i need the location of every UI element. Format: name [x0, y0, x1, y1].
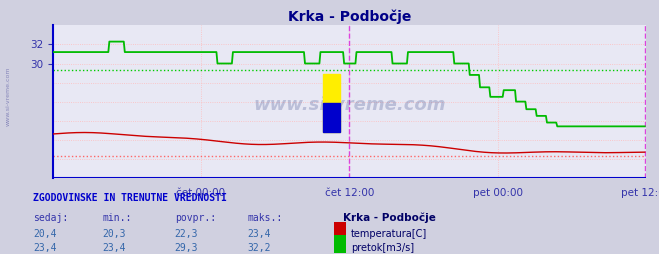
Bar — [322, 103, 340, 132]
Text: Krka - Podbočje: Krka - Podbočje — [343, 213, 436, 223]
Text: maks.:: maks.: — [247, 213, 282, 223]
Text: 23,4: 23,4 — [102, 244, 126, 253]
Text: 23,4: 23,4 — [33, 244, 57, 253]
Text: temperatura[C]: temperatura[C] — [351, 230, 428, 240]
Text: sedaj:: sedaj: — [33, 213, 68, 223]
Bar — [322, 74, 340, 132]
Text: 20,4: 20,4 — [33, 230, 57, 240]
Text: 23,4: 23,4 — [247, 230, 271, 240]
Text: 20,3: 20,3 — [102, 230, 126, 240]
Text: www.si-vreme.com: www.si-vreme.com — [253, 96, 445, 114]
Text: min.:: min.: — [102, 213, 132, 223]
Text: www.si-vreme.com: www.si-vreme.com — [5, 67, 11, 126]
Text: ZGODOVINSKE IN TRENUTNE VREDNOSTI: ZGODOVINSKE IN TRENUTNE VREDNOSTI — [33, 193, 227, 203]
Title: Krka - Podbočje: Krka - Podbočje — [287, 10, 411, 24]
Text: pretok[m3/s]: pretok[m3/s] — [351, 244, 415, 253]
Text: povpr.:: povpr.: — [175, 213, 215, 223]
Text: 29,3: 29,3 — [175, 244, 198, 253]
Text: 32,2: 32,2 — [247, 244, 271, 253]
Text: 22,3: 22,3 — [175, 230, 198, 240]
